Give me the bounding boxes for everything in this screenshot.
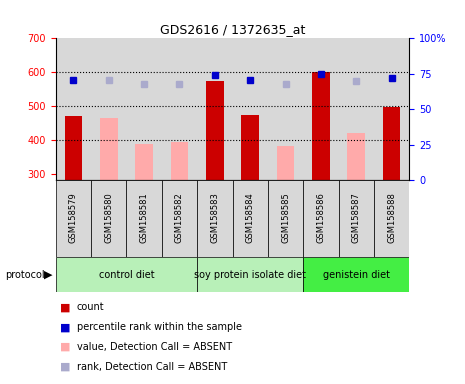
Text: GSM158584: GSM158584	[246, 192, 255, 243]
Bar	[135, 144, 153, 180]
Bar	[206, 81, 224, 180]
Bar	[232, 38, 268, 180]
Bar	[383, 107, 400, 180]
Text: ■: ■	[60, 362, 71, 372]
Bar	[126, 38, 162, 180]
Bar	[197, 180, 232, 257]
Bar	[197, 257, 303, 292]
Bar	[100, 118, 118, 180]
Text: GSM158588: GSM158588	[387, 192, 396, 243]
Bar	[374, 180, 409, 257]
Text: GSM158579: GSM158579	[69, 192, 78, 243]
Text: protocol: protocol	[5, 270, 44, 280]
Title: GDS2616 / 1372635_at: GDS2616 / 1372635_at	[160, 23, 305, 36]
Text: GSM158587: GSM158587	[352, 192, 361, 243]
Bar	[303, 257, 409, 292]
Bar	[91, 38, 126, 180]
Text: GSM158586: GSM158586	[316, 192, 326, 243]
Bar	[339, 38, 374, 180]
Bar	[232, 180, 268, 257]
Bar	[197, 38, 232, 180]
Text: ■: ■	[60, 302, 71, 312]
Bar	[303, 180, 339, 257]
Text: ▶: ▶	[44, 270, 53, 280]
Text: genistein diet: genistein diet	[323, 270, 390, 280]
Bar	[162, 180, 197, 257]
Text: control diet: control diet	[99, 270, 154, 280]
Bar	[268, 180, 303, 257]
Bar	[126, 180, 162, 257]
Text: rank, Detection Call = ABSENT: rank, Detection Call = ABSENT	[77, 362, 227, 372]
Text: value, Detection Call = ABSENT: value, Detection Call = ABSENT	[77, 342, 232, 352]
Text: GSM158582: GSM158582	[175, 192, 184, 243]
Bar	[303, 38, 339, 180]
Bar	[91, 180, 126, 257]
Text: ■: ■	[60, 322, 71, 332]
Bar	[339, 180, 374, 257]
Text: count: count	[77, 302, 104, 312]
Bar	[374, 38, 409, 180]
Bar	[268, 38, 303, 180]
Bar	[241, 115, 259, 180]
Text: GSM158581: GSM158581	[140, 192, 149, 243]
Text: GSM158583: GSM158583	[210, 192, 219, 243]
Bar	[56, 257, 197, 292]
Text: GSM158580: GSM158580	[104, 192, 113, 243]
Text: percentile rank within the sample: percentile rank within the sample	[77, 322, 242, 332]
Text: GSM158585: GSM158585	[281, 192, 290, 243]
Bar	[312, 72, 330, 180]
Bar	[162, 38, 197, 180]
Bar	[347, 133, 365, 180]
Text: soy protein isolate diet: soy protein isolate diet	[194, 270, 306, 280]
Bar	[56, 38, 91, 180]
Bar	[56, 180, 91, 257]
Bar	[171, 142, 188, 180]
Text: ■: ■	[60, 342, 71, 352]
Bar	[277, 146, 294, 180]
Bar	[65, 116, 82, 180]
